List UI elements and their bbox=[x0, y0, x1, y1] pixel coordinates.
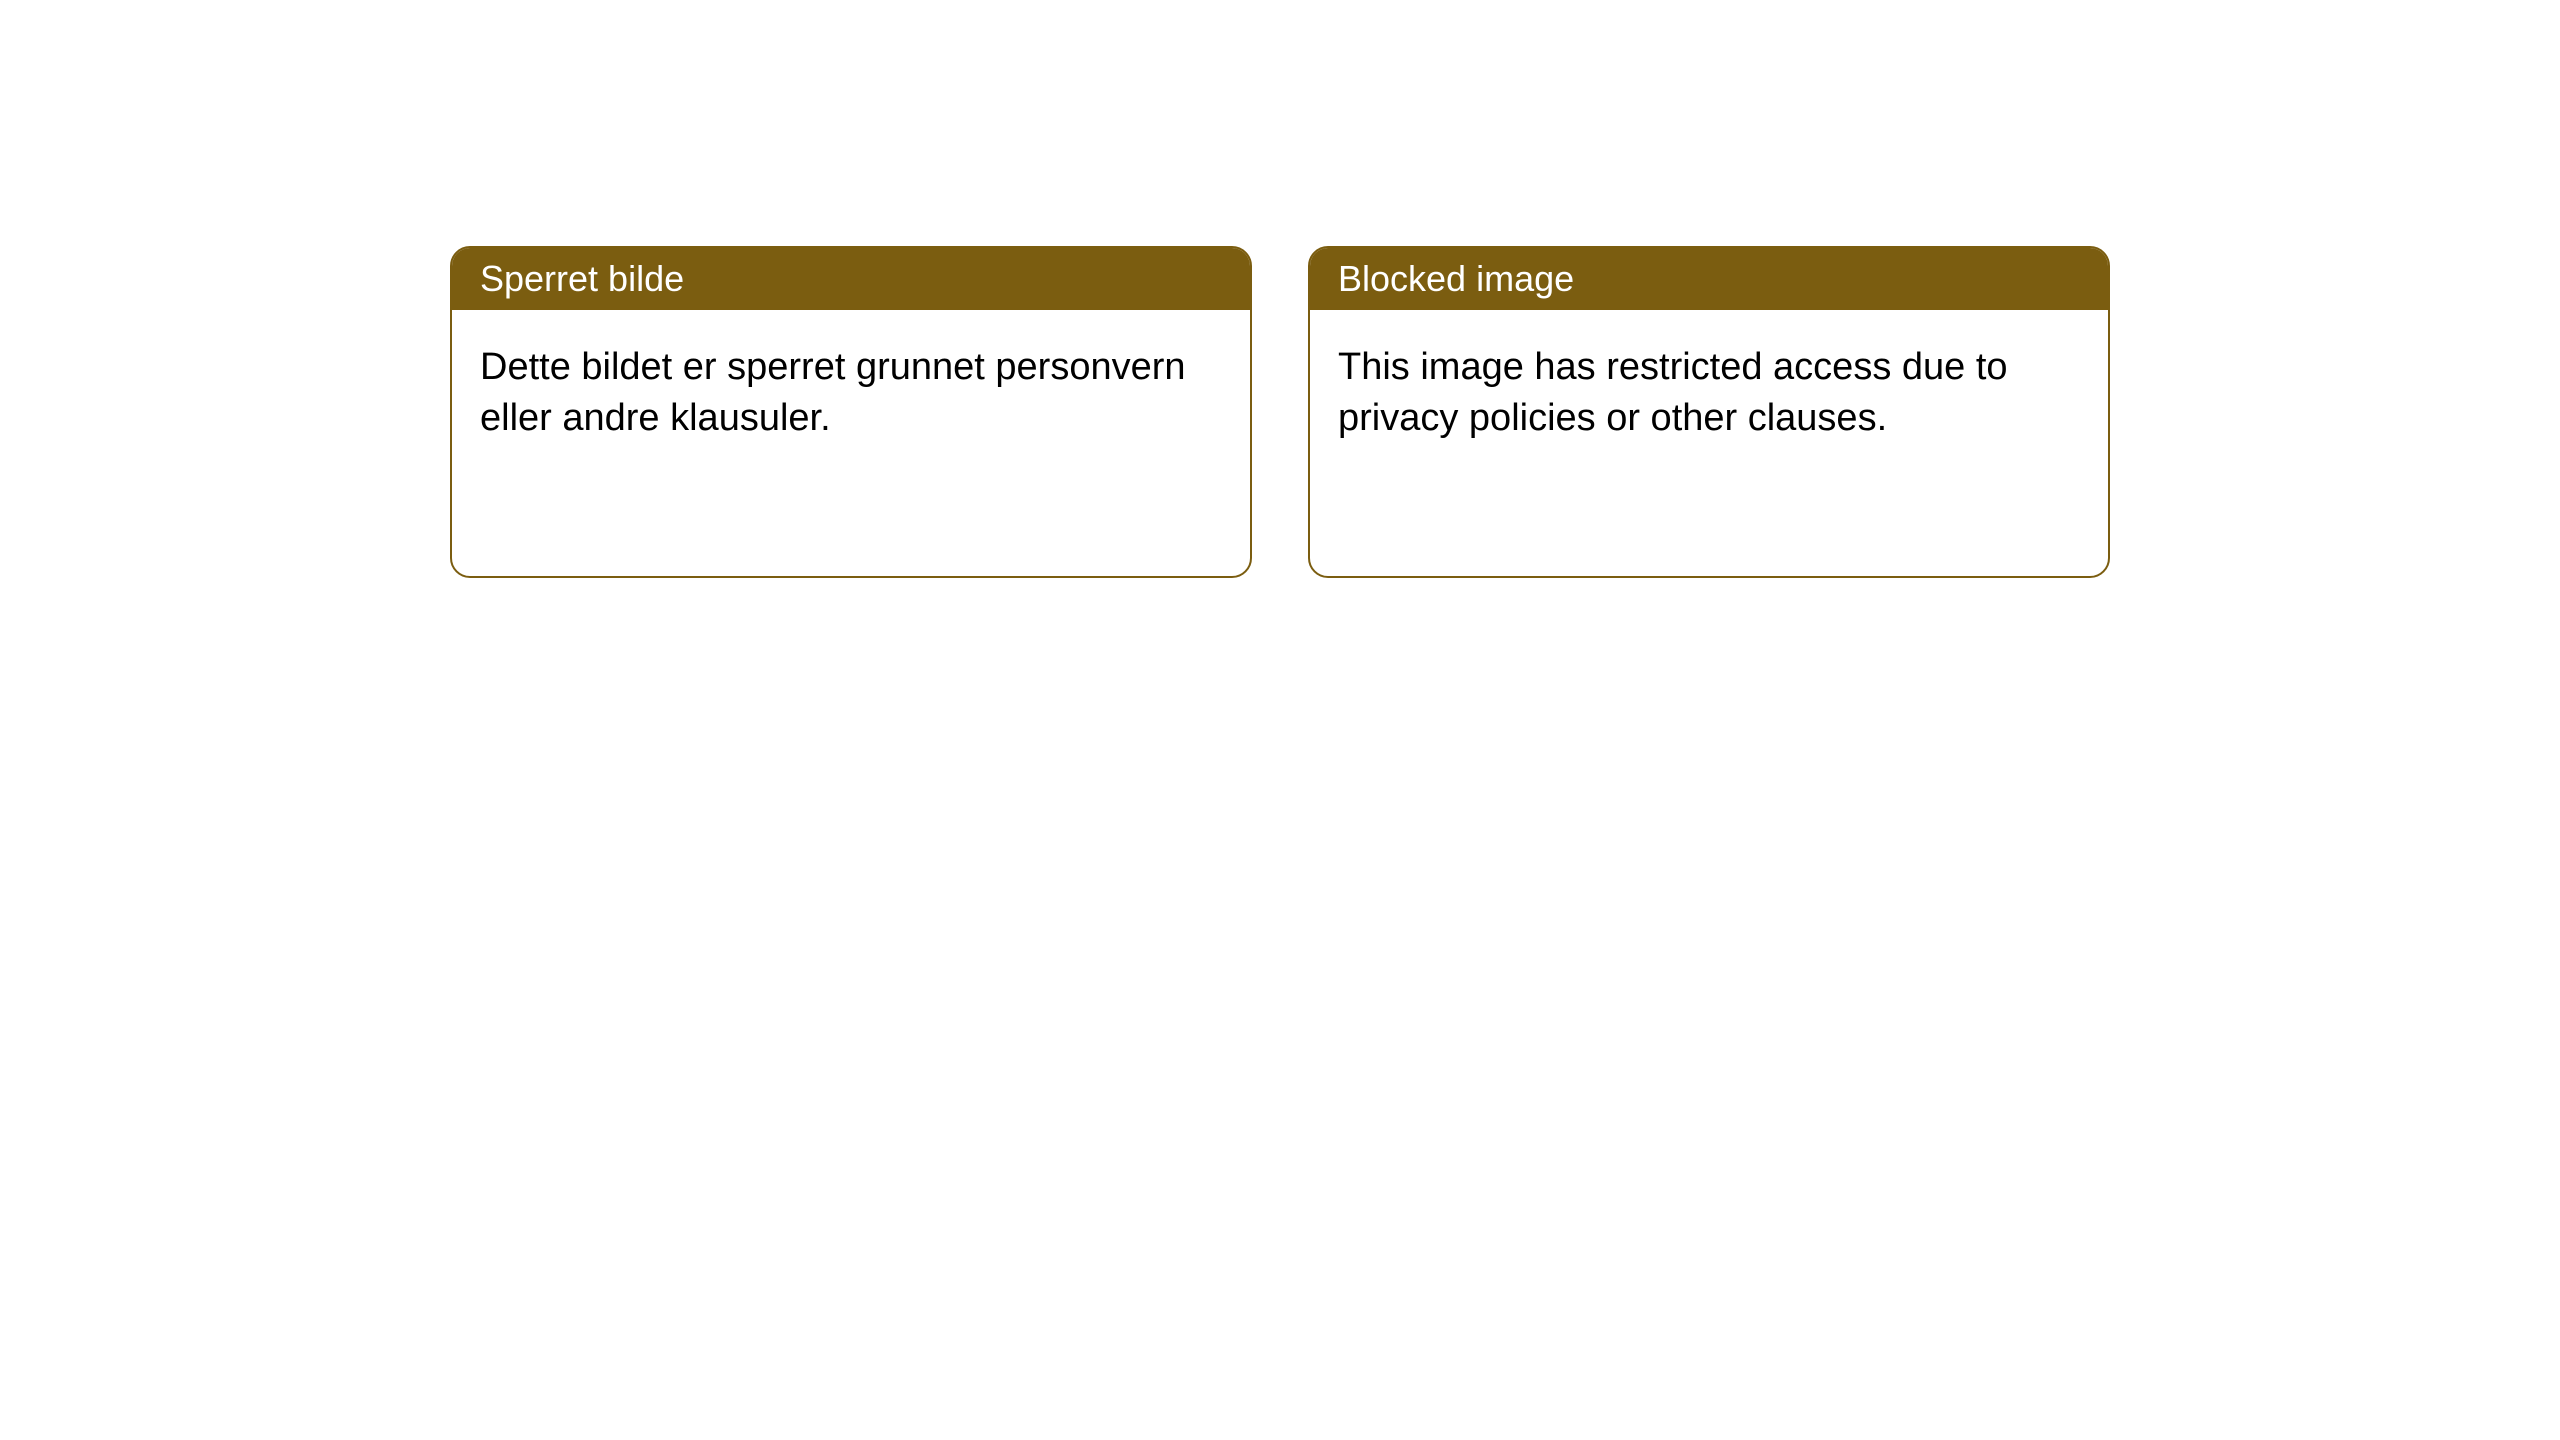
notice-title: Blocked image bbox=[1310, 248, 2108, 310]
notice-card-english: Blocked image This image has restricted … bbox=[1308, 246, 2110, 578]
notice-body: This image has restricted access due to … bbox=[1310, 310, 2108, 477]
notice-body: Dette bildet er sperret grunnet personve… bbox=[452, 310, 1250, 477]
notice-container: Sperret bilde Dette bildet er sperret gr… bbox=[0, 0, 2560, 578]
notice-title: Sperret bilde bbox=[452, 248, 1250, 310]
notice-card-norwegian: Sperret bilde Dette bildet er sperret gr… bbox=[450, 246, 1252, 578]
